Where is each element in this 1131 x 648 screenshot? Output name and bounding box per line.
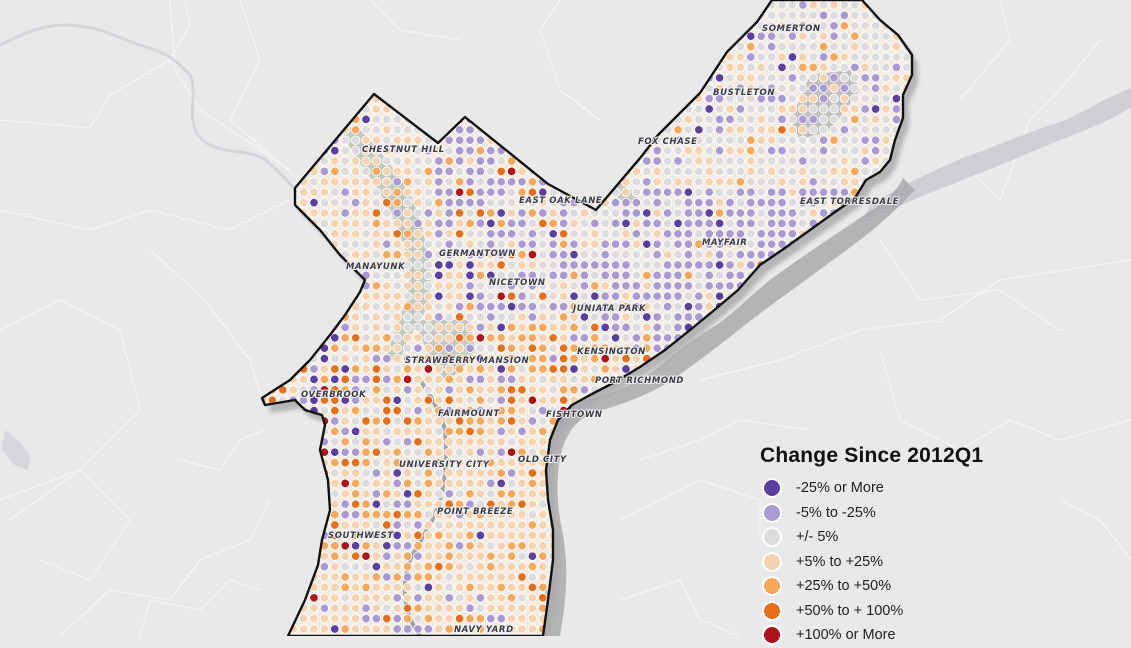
legend-label: +5% to +25% [796, 553, 884, 570]
circle-swatch-icon [764, 529, 780, 546]
delaware-riverbank [540, 178, 915, 636]
city-boundary [260, 0, 914, 636]
neighborhood-label: NAVY YARD [454, 625, 514, 635]
legend-item-pos100: +100% or More [758, 623, 1078, 648]
neighborhood-label: EAST TORRESDALE [800, 197, 899, 207]
legend-item-neg25: -25% or More [758, 476, 1078, 501]
neighborhood-label: NICETOWN [489, 278, 546, 288]
legend-label: +/- 5% [796, 529, 839, 546]
delaware-river [860, 88, 1131, 225]
legend-label: -5% to -25% [796, 504, 876, 521]
neighborhood-label: POINT BREEZE [437, 507, 513, 517]
neighborhood-label: GERMANTOWN [439, 249, 516, 259]
neighborhood-label: SOMERTON [762, 24, 821, 34]
neighborhood-label: FOX CHASE [638, 137, 698, 147]
circle-swatch-icon [764, 480, 780, 497]
neighborhood-label: PORT RICHMOND [595, 376, 684, 386]
circle-swatch-icon [764, 504, 780, 521]
legend-title: Change Since 2012Q1 [760, 444, 984, 467]
circle-swatch-icon [764, 553, 780, 570]
schuylkill-river-upstream [0, 23, 302, 196]
neighborhood-label: JUNIATA PARK [571, 304, 647, 314]
neighborhood-label: STRAWBERRY MANSION [405, 356, 529, 366]
legend-label: +50% to + 100% [796, 602, 904, 619]
neighborhood-label: UNIVERSITY CITY [399, 460, 490, 470]
circle-swatch-icon [764, 602, 780, 619]
legend-item-neg5: -5% to -25% [758, 501, 1078, 526]
neighborhood-label: KENSINGTON [577, 347, 646, 357]
neighborhood-labels: SOMERTON BUSTLETON FOX CHASE CHESTNUT HILL E… [300, 23, 900, 636]
circle-swatch-icon [764, 627, 780, 644]
neighborhood-label: BUSTLETON [713, 88, 775, 98]
legend-item-pos25: +25% to +50% [758, 574, 1078, 599]
neighborhood-label: FAIRMOUNT [438, 409, 500, 419]
neighborhood-label: OLD CITY [518, 455, 567, 465]
legend-item-pos50: +50% to + 100% [758, 599, 1078, 624]
lake-west [2, 430, 30, 470]
legend-label: -25% or More [796, 480, 884, 497]
neighborhood-label: CHESTNUT HILL [362, 145, 445, 155]
legend: Change Since 2012Q1 -25% or More -5% to … [758, 444, 1078, 648]
neighborhood-label: SOUTHWEST [328, 531, 394, 541]
neighborhood-label: MAYFAIR [702, 238, 747, 248]
neighborhood-label: OVERBROOK [301, 390, 367, 400]
circle-swatch-icon [764, 578, 780, 595]
legend-item-pos5: +5% to +25% [758, 550, 1078, 575]
neighborhood-label: MANAYUNK [346, 262, 406, 272]
neighborhood-label: EAST OAK LANE [519, 196, 602, 206]
legend-label: +25% to +50% [796, 578, 892, 595]
neighborhood-label: FISHTOWN [546, 410, 603, 420]
legend-label: +100% or More [796, 627, 896, 644]
legend-item-stable: +/- 5% [758, 525, 1078, 550]
